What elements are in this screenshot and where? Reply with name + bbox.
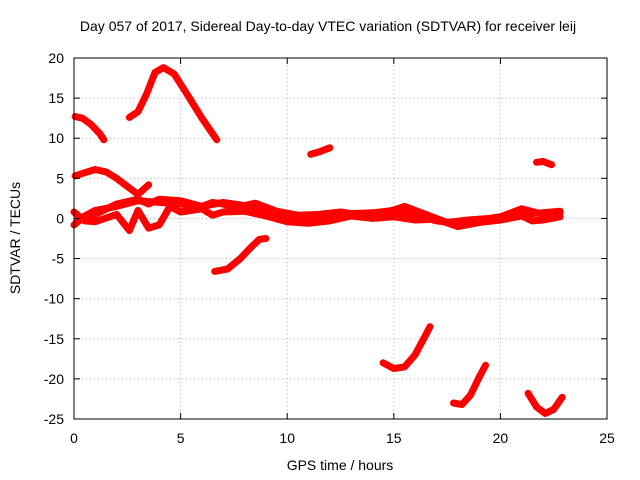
y-tick-label: -5 bbox=[52, 251, 65, 267]
chart-title: Day 057 of 2017, Sidereal Day-to-day VTE… bbox=[80, 18, 576, 34]
y-tick-label: 15 bbox=[48, 90, 64, 106]
y-tick-label: 20 bbox=[48, 50, 64, 66]
series-arc-15h bbox=[379, 323, 434, 372]
y-tick-label: 0 bbox=[56, 210, 64, 226]
tick-marks bbox=[73, 57, 608, 420]
series-band-c bbox=[74, 195, 564, 226]
grid-lines bbox=[74, 58, 607, 419]
series-arc-18h bbox=[450, 361, 489, 409]
series-arc-peak bbox=[125, 64, 221, 144]
x-tick-label: 25 bbox=[599, 430, 615, 446]
y-tick-label: -20 bbox=[44, 371, 64, 387]
x-tick-labels: 0 5 10 15 20 25 bbox=[70, 430, 615, 446]
series-arc-22h bbox=[533, 158, 556, 169]
y-tick-label: 5 bbox=[56, 170, 64, 186]
series-arc-high-1 bbox=[71, 113, 108, 144]
x-tick-label: 15 bbox=[386, 430, 402, 446]
series-arc-low-8 bbox=[211, 235, 270, 275]
y-tick-label: -10 bbox=[44, 291, 64, 307]
x-tick-label: 0 bbox=[70, 430, 78, 446]
plot-frame bbox=[73, 57, 608, 420]
x-tick-label: 10 bbox=[279, 430, 295, 446]
data-layer bbox=[70, 64, 566, 417]
series-band-b bbox=[70, 202, 564, 234]
series-arc-mid-5 bbox=[71, 166, 153, 198]
series-arc-11h bbox=[307, 144, 334, 158]
y-tick-label: -25 bbox=[44, 411, 64, 427]
y-tick-label: 10 bbox=[48, 130, 64, 146]
x-tick-label: 5 bbox=[177, 430, 185, 446]
x-tick-label: 20 bbox=[493, 430, 509, 446]
y-tick-labels: 20 15 10 5 0 -5 -10 -15 -20 -25 bbox=[44, 50, 64, 427]
y-tick-label: -15 bbox=[44, 331, 64, 347]
series-arc-22h-low bbox=[524, 389, 566, 417]
x-axis-label: GPS time / hours bbox=[287, 457, 394, 473]
y-axis-label: SDTVAR / TECUs bbox=[7, 182, 23, 294]
